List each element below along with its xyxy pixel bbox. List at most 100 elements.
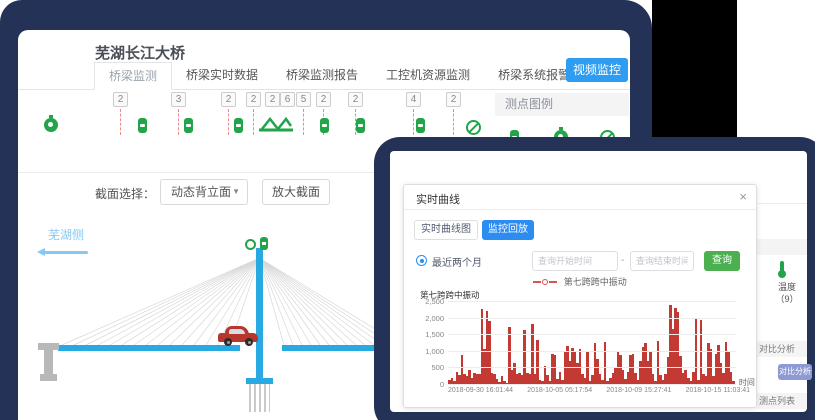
chart-bar bbox=[448, 380, 451, 384]
tab-monitor-playback[interactable]: 监控回放 bbox=[482, 220, 534, 240]
chart-y-tick: 2,000 bbox=[425, 313, 444, 323]
chart-bar bbox=[621, 370, 625, 384]
chart-gridline bbox=[448, 317, 736, 319]
chart-bar bbox=[463, 373, 466, 384]
chart-bar bbox=[576, 362, 579, 384]
range-separator: - bbox=[621, 255, 625, 266]
chart-bar bbox=[707, 342, 710, 384]
section-dropdown[interactable]: 动态背立面 ▼ bbox=[160, 179, 248, 205]
divider bbox=[18, 172, 630, 173]
chart-gridline bbox=[448, 301, 736, 302]
chart-bar bbox=[626, 372, 630, 384]
prohibited-sensor-icon[interactable] bbox=[466, 120, 481, 135]
tower-link-icon[interactable] bbox=[260, 237, 268, 250]
sensor-drop-line bbox=[120, 109, 121, 135]
tab-realtime-curve-chart[interactable]: 实时曲线图 bbox=[414, 220, 478, 240]
chart-bar bbox=[505, 382, 509, 384]
chart-bar bbox=[646, 361, 650, 384]
chart-bar bbox=[654, 381, 657, 384]
chart-bar bbox=[684, 370, 687, 384]
chart-gridline bbox=[448, 367, 736, 369]
chart-bar bbox=[717, 344, 720, 384]
chart-bar bbox=[619, 354, 622, 384]
tab-monitor-report[interactable]: 桥梁监测报告 bbox=[286, 68, 359, 82]
sensor-count-badge: 3 bbox=[171, 92, 186, 107]
chart-legend[interactable]: 第七跨跨中振动 bbox=[404, 275, 756, 287]
compare-analysis-button[interactable]: 对比分析 bbox=[778, 364, 812, 380]
chart-bar bbox=[656, 341, 660, 384]
temperature-count: （9） bbox=[775, 294, 799, 304]
chart-bar bbox=[498, 382, 501, 384]
car-wheel bbox=[245, 338, 253, 346]
chart-bar bbox=[513, 363, 516, 384]
query-button[interactable]: 查询 bbox=[704, 251, 740, 271]
modal-title: 实时曲线 bbox=[416, 194, 460, 206]
chart-bar bbox=[729, 372, 733, 384]
sensor-drop-line bbox=[413, 109, 414, 135]
chart-bar bbox=[518, 373, 521, 384]
bridge-deck-segment bbox=[282, 345, 390, 351]
chart-y-tick: 1,500 bbox=[425, 330, 444, 340]
link-sensor-icon[interactable] bbox=[234, 118, 243, 133]
chevron-down-icon: ▼ bbox=[232, 187, 240, 196]
thermometer-icon[interactable] bbox=[778, 261, 786, 278]
enlarge-section-button[interactable]: 放大截面 bbox=[262, 179, 330, 205]
chart-bar bbox=[651, 374, 655, 384]
link-sensor-icon[interactable] bbox=[138, 118, 147, 133]
close-icon[interactable]: × bbox=[739, 189, 747, 204]
stopwatch-sensor-icon[interactable] bbox=[44, 115, 58, 132]
bridge-sensor-icon[interactable] bbox=[258, 114, 294, 134]
chart-y-axis-title: 第七跨跨中振动 bbox=[420, 290, 480, 300]
chart-bar bbox=[676, 312, 680, 384]
chart-bar bbox=[641, 347, 645, 384]
chart-bar bbox=[699, 319, 703, 384]
bridge-side-label: 芜湖侧 bbox=[48, 228, 85, 242]
sensor-drop-line bbox=[303, 109, 304, 135]
chart-bar bbox=[634, 373, 637, 384]
car-window bbox=[229, 329, 245, 334]
video-monitor-button[interactable]: 视频监控 bbox=[566, 58, 628, 82]
last-two-months-radio[interactable] bbox=[416, 255, 427, 266]
chart-bar bbox=[568, 360, 572, 384]
tab-realtime-data[interactable]: 桥梁实时数据 bbox=[186, 68, 259, 82]
chart-bar bbox=[591, 375, 594, 384]
sensor-count-badge: 2 bbox=[316, 92, 331, 107]
tower-gauge-icon[interactable] bbox=[245, 239, 256, 250]
right-panel-section-header bbox=[757, 239, 807, 255]
chart-bar bbox=[629, 355, 632, 384]
tab-ipc-resource[interactable]: 工控机资源监测 bbox=[386, 68, 471, 82]
chart-bar bbox=[644, 343, 647, 384]
compare-section-header: 对比分析 bbox=[757, 341, 807, 357]
chart-bar bbox=[583, 378, 587, 384]
bridge-pier bbox=[249, 384, 270, 412]
end-time-input[interactable] bbox=[630, 251, 694, 271]
chart-bar bbox=[553, 355, 557, 384]
chart-bar bbox=[493, 374, 496, 384]
chart-x-axis-title: 时间 bbox=[738, 378, 755, 387]
chart-bar bbox=[611, 372, 615, 384]
chart-bar bbox=[679, 356, 682, 384]
chart-bar bbox=[686, 378, 690, 384]
chart-bar bbox=[712, 376, 715, 384]
sensor-count-badge: 2 bbox=[221, 92, 236, 107]
link-sensor-icon[interactable] bbox=[320, 118, 329, 133]
start-time-input[interactable] bbox=[532, 251, 618, 271]
chart-bar bbox=[478, 373, 481, 384]
link-sensor-icon[interactable] bbox=[184, 118, 193, 133]
link-sensor-icon[interactable] bbox=[416, 118, 425, 133]
chart-bar bbox=[538, 380, 542, 384]
tab-bridge-monitor[interactable]: 桥梁监测 bbox=[94, 62, 173, 90]
link-sensor-icon[interactable] bbox=[356, 118, 365, 133]
chart-bar bbox=[624, 379, 627, 384]
chart-bar bbox=[689, 381, 693, 384]
chart-bar bbox=[709, 348, 713, 384]
chart-plot-area: 时间 2,500 2,000 1,500 1,000 500 0 2018-09-30 16… bbox=[425, 297, 755, 394]
blackout-region bbox=[652, 0, 737, 137]
chart-x-tick: 2018-10-15 11:03:41 bbox=[685, 387, 751, 394]
tab-system-alarm[interactable]: 桥梁系统报警 bbox=[498, 68, 571, 82]
bridge-deck-segment bbox=[58, 345, 240, 351]
point-list-section-header: 测点列表 bbox=[757, 393, 807, 409]
sensor-count-badge: 2 bbox=[446, 92, 461, 107]
chart-bar bbox=[455, 372, 459, 384]
chart-bar bbox=[556, 379, 559, 384]
